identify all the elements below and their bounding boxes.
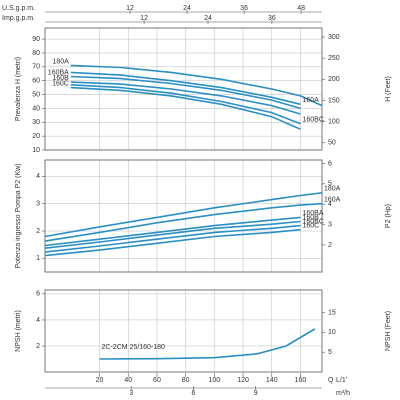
curve [70, 84, 301, 125]
y2-axis-label: H (Feet) [385, 76, 392, 102]
y-tick-label: 4 [36, 317, 40, 324]
annotation: 2C-2CM 25/160-180 [102, 344, 166, 351]
y-tick-label: 2 [36, 343, 40, 350]
y2-tick-label: 5 [328, 349, 332, 356]
y2-tick-label: 300 [328, 34, 340, 41]
plot-frame [44, 289, 323, 373]
y-axis-label: Potenza ingresso Pompa P2 (Kw) [15, 163, 22, 268]
y2-tick-label: 2 [328, 242, 332, 249]
x-axis-label: Q [328, 377, 334, 384]
curve [99, 328, 316, 360]
y-tick-label: 80 [32, 50, 40, 57]
top-tick-label: 48 [297, 5, 305, 12]
curve [44, 224, 301, 253]
top-tick-label: 12 [126, 5, 134, 12]
y-tick-label: 50 [32, 91, 40, 98]
y2-axis-label: P2 (Hp) [385, 204, 392, 228]
top-tick-label: 12 [140, 15, 148, 22]
y-tick-label: 60 [32, 78, 40, 85]
y-tick-label: 3 [36, 201, 40, 208]
y-tick-label: 10 [32, 147, 40, 154]
bottom-tick-label: 80 [182, 377, 190, 384]
series-label: 160B [302, 214, 319, 221]
y-axis-label: Prevalenza H (metri) [15, 57, 22, 121]
series-label: 160A [302, 97, 319, 104]
y2-tick-label: 150 [328, 97, 340, 104]
bottom-tick-label: 140 [266, 377, 278, 384]
y-tick-label: 4 [36, 173, 40, 180]
top-tick-label: 24 [204, 15, 212, 22]
series-label: 180A [324, 186, 341, 193]
y-tick-label: 40 [32, 105, 40, 112]
series-label: 160BC [302, 117, 323, 124]
bottom-tick-label: 160 [295, 377, 307, 384]
bottom-tick-label: 9 [254, 390, 258, 397]
top-axis-label: Imp.g.p.m. [2, 15, 35, 22]
series-label: 180A [52, 58, 69, 65]
y2-tick-label: 100 [328, 118, 340, 125]
curve [44, 220, 301, 249]
y-tick-label: 2 [36, 228, 40, 235]
curve [44, 202, 323, 242]
bottom-axis-label: L/1' [336, 377, 347, 384]
curve [44, 192, 323, 238]
curve [70, 71, 301, 106]
top-tick-label: 36 [268, 15, 276, 22]
series-label: 160C [52, 80, 69, 87]
bottom-tick-label: 60 [153, 377, 161, 384]
series-label: 160C [302, 223, 319, 230]
y2-tick-label: 10 [328, 329, 336, 336]
y-axis-label: NPSH (metri) [15, 310, 22, 352]
bottom-tick-label: 40 [124, 377, 132, 384]
curve [70, 75, 301, 110]
plot-frame [44, 159, 323, 273]
y2-tick-label: 5 [328, 181, 332, 188]
curve [44, 228, 301, 257]
y-tick-label: 6 [36, 291, 40, 298]
series-label: 160BA [48, 69, 69, 76]
y-tick-label: 90 [32, 36, 40, 43]
bottom-tick-label: 20 [96, 377, 104, 384]
top-tick-label: 36 [240, 5, 248, 12]
bottom-tick-label: 3 [129, 390, 133, 397]
bottom-tick-label: 100 [209, 377, 221, 384]
series-label: 160A [324, 197, 341, 204]
y2-tick-label: 200 [328, 76, 340, 83]
top-tick-label: 24 [183, 5, 191, 12]
bottom-tick-label: 120 [237, 377, 249, 384]
y-tick-label: 30 [32, 119, 40, 126]
y2-axis-label: NPSH (Feet) [385, 311, 392, 351]
y-tick-label: 70 [32, 64, 40, 71]
plot-frame [44, 27, 323, 151]
y2-tick-label: 4 [328, 201, 332, 208]
curve [70, 64, 323, 107]
y-tick-label: 1 [36, 255, 40, 262]
series-label: 160BA [302, 210, 323, 217]
series-label: 160B [52, 75, 69, 82]
curve [70, 86, 301, 130]
y2-tick-label: 250 [328, 55, 340, 62]
y2-tick-label: 50 [328, 140, 336, 147]
series-label: 160BC [302, 218, 323, 225]
bottom-axis-label: m³/h [336, 390, 350, 397]
curve [70, 81, 301, 115]
curve [44, 216, 301, 247]
y2-tick-label: 15 [328, 309, 336, 316]
y2-tick-label: 3 [328, 221, 332, 228]
top-axis-label: U.S.g.p.m. [2, 5, 35, 12]
y2-tick-label: 6 [328, 160, 332, 167]
y-tick-label: 20 [32, 133, 40, 140]
bottom-tick-label: 6 [191, 390, 195, 397]
